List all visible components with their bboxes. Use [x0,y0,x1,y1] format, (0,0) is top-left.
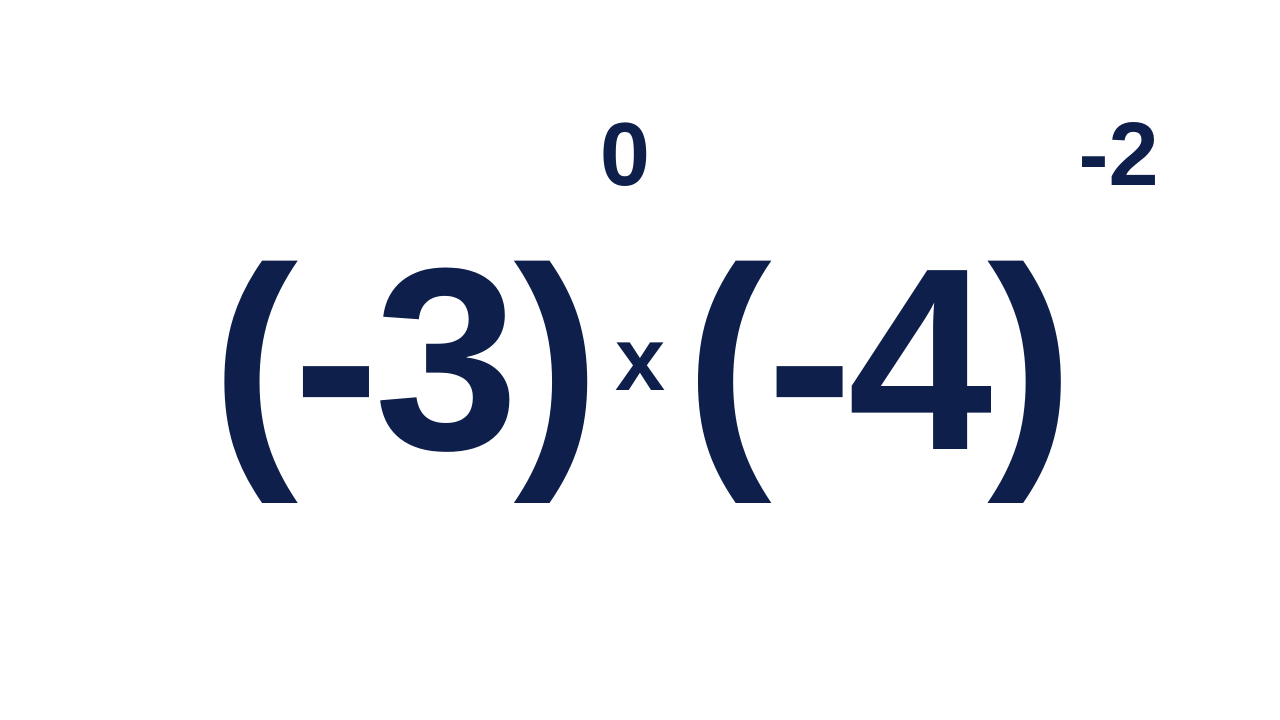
math-expression: (-3) 0 x (-4) -2 [211,230,1068,490]
term-1: (-3) 0 [211,230,595,490]
term-2: (-4) -2 [685,230,1069,490]
base-2: (-4) [685,215,1069,505]
base-1: (-3) [211,215,595,505]
exponent-2: -2 [1079,110,1159,200]
exponent-1: 0 [600,110,650,200]
multiply-operator: x [615,309,665,412]
